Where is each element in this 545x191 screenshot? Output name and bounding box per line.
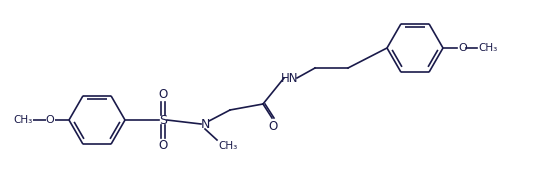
Text: O: O bbox=[159, 139, 168, 152]
Text: CH₃: CH₃ bbox=[218, 141, 237, 151]
Text: HN: HN bbox=[281, 71, 299, 84]
Text: O: O bbox=[458, 43, 467, 53]
Text: O: O bbox=[159, 88, 168, 101]
Text: O: O bbox=[45, 115, 54, 125]
Text: CH₃: CH₃ bbox=[478, 43, 497, 53]
Text: CH₃: CH₃ bbox=[14, 115, 33, 125]
Text: S: S bbox=[159, 113, 167, 126]
Text: N: N bbox=[201, 117, 210, 130]
Text: O: O bbox=[268, 120, 277, 133]
